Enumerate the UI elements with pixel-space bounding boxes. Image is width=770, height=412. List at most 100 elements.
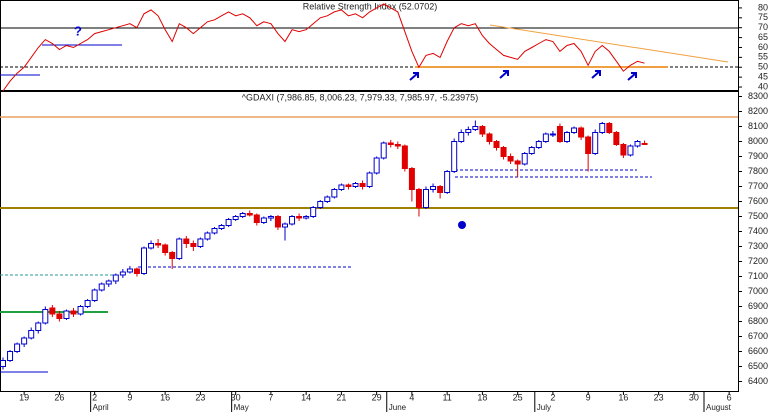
rsi-title: Relative Strength Index (52.0702): [303, 1, 438, 11]
arrow: [499, 70, 509, 79]
rsi-line: [2, 3, 645, 92]
y-tick-label: 8200: [748, 106, 768, 116]
candle-body: [620, 144, 627, 156]
x-tick-label: 21: [336, 392, 346, 402]
x-tick-label: 23: [654, 392, 664, 402]
y-tick-label: 40: [758, 81, 768, 91]
candle-body: [260, 217, 267, 223]
candle-body: [282, 223, 288, 228]
candle-body: [91, 289, 98, 301]
candle-body: [430, 186, 437, 190]
candle-body: [169, 252, 176, 259]
candle-body: [253, 214, 260, 223]
candle-body: [444, 171, 451, 193]
candle-body: [571, 127, 578, 133]
candle-body: [465, 129, 472, 133]
y-tick-label: 7100: [748, 271, 768, 281]
candle-body: [63, 310, 70, 319]
candle-body: [112, 274, 119, 282]
candle-body: [225, 219, 232, 226]
x-tick-label: 7: [268, 392, 273, 402]
y-tick-label: 7900: [748, 151, 768, 161]
month-label: July: [537, 403, 551, 412]
y-tick-label: 6700: [748, 331, 768, 341]
y-tick-label: 7600: [748, 196, 768, 206]
y-tick-label: 7200: [748, 256, 768, 266]
candle-body: [423, 189, 429, 208]
candle-body: [641, 142, 648, 145]
y-tick-label: 8300: [748, 91, 768, 101]
candle-body: [556, 126, 563, 142]
candle-body: [549, 133, 556, 136]
candle-body: [49, 307, 56, 315]
candle-body: [345, 184, 352, 187]
x-tick-label: 11: [442, 392, 451, 402]
y-tick-label: 6500: [748, 361, 768, 371]
candle-body: [14, 343, 21, 352]
candle-body: [126, 268, 133, 273]
candle-body: [394, 144, 401, 147]
x-tick-label: 19: [19, 392, 29, 402]
candle-body: [317, 201, 324, 208]
candle-body: [331, 189, 338, 198]
candle-body: [296, 216, 303, 219]
candle-body: [204, 232, 211, 240]
x-tick-label: 14: [301, 392, 311, 402]
x-tick-label: 23: [195, 392, 205, 402]
rsi-frame: [0, 0, 739, 91]
arrow: [627, 72, 637, 81]
candle-body: [634, 141, 641, 147]
candle-body: [119, 271, 126, 276]
price-title: ^GDAXI (7,986.85, 8,006.23, 7,979.33, 7,…: [242, 92, 478, 102]
x-tick-label: 6: [727, 392, 732, 402]
y-tick-label: 6900: [748, 301, 768, 311]
y-tick-label: 7800: [748, 166, 768, 176]
x-tick-label: 26: [54, 392, 64, 402]
y-tick-label: 70: [758, 22, 768, 32]
y-tick-label: 6400: [748, 376, 768, 386]
candle-body: [218, 225, 225, 229]
y-tick-label: 8100: [748, 121, 768, 131]
candle-body: [542, 133, 549, 142]
y-tick-label: 6800: [748, 316, 768, 326]
candle-body: [133, 268, 140, 274]
y-tick-label: 7500: [748, 211, 768, 221]
candle-body: [176, 238, 183, 259]
x-tick-label: 16: [160, 392, 170, 402]
candle-body: [599, 123, 606, 133]
month-label: May: [234, 403, 249, 412]
y-tick-label: 7300: [748, 241, 768, 251]
candle-body: [352, 183, 359, 187]
month-label: June: [389, 403, 407, 412]
candle-body: [21, 337, 28, 345]
candle-body: [500, 147, 507, 157]
candle-body: [366, 172, 373, 187]
candle-body: [183, 238, 190, 244]
y-tick-label: 45: [758, 72, 768, 82]
candle-body: [274, 216, 281, 228]
candle-body: [246, 213, 253, 216]
candle-body: [437, 186, 444, 193]
candle-body: [324, 196, 331, 202]
candle-body: [232, 216, 239, 220]
price-frame: [0, 91, 739, 392]
y-tick-label: 7000: [748, 286, 768, 296]
candle-body: [162, 244, 169, 253]
x-tick-label: 18: [477, 392, 487, 402]
candle-body: [493, 141, 500, 148]
candle-body: [564, 132, 570, 142]
candle-body: [141, 247, 147, 274]
candle-body: [28, 330, 35, 339]
candle-body: [373, 157, 380, 174]
marker: [458, 221, 466, 229]
candle-body: [387, 142, 394, 145]
x-tick-label: 4: [409, 392, 414, 402]
candle-body: [211, 228, 218, 234]
x-tick-label: 30: [689, 392, 699, 402]
month-label: April: [93, 403, 109, 412]
candle-body: [310, 207, 317, 217]
candle-body: [7, 351, 14, 361]
candle-body: [479, 126, 486, 135]
rsi-annotations: ?: [0, 23, 738, 81]
